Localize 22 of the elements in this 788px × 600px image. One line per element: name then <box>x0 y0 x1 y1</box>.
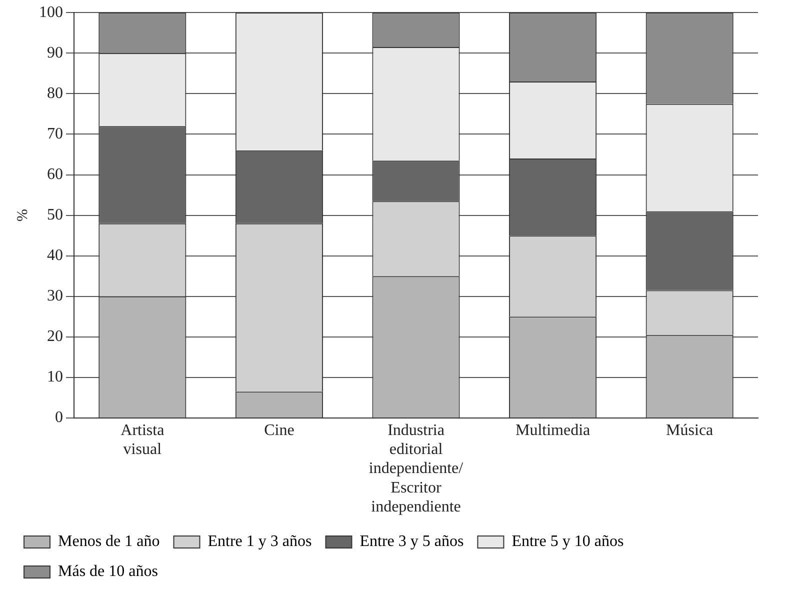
legend-label: Entre 1 y 3 años <box>208 533 312 550</box>
y-tick-label: 50 <box>47 206 63 224</box>
y-tick-label: 90 <box>47 44 63 62</box>
y-tick-label: 80 <box>47 84 63 102</box>
y-tick-label: 60 <box>47 166 63 183</box>
x-tick-label: Artista visual <box>120 422 164 458</box>
legend-label: Menos de 1 año <box>58 533 160 550</box>
y-tick-label: 100 <box>39 4 63 21</box>
y-tick-label: 10 <box>47 368 63 386</box>
x-tick-label: Cine <box>264 422 294 439</box>
y-axis-title: % <box>14 209 31 222</box>
legend-label: Más de 10 años <box>58 563 158 580</box>
x-tick-label: Industria editorial independiente/ Escritor independiente <box>368 422 464 516</box>
y-tick-label: 0 <box>55 409 63 426</box>
x-tick-label: Multimedia <box>515 422 590 439</box>
y-tick-label: 30 <box>47 288 63 305</box>
y-tick-label: 20 <box>47 328 63 346</box>
legend-label: Entre 5 y 10 años <box>512 533 624 550</box>
legend-label: Entre 3 y 5 años <box>360 533 464 550</box>
y-tick-label: 40 <box>47 247 63 264</box>
x-tick-label: Música <box>666 422 714 439</box>
y-tick-label: 70 <box>47 125 63 142</box>
